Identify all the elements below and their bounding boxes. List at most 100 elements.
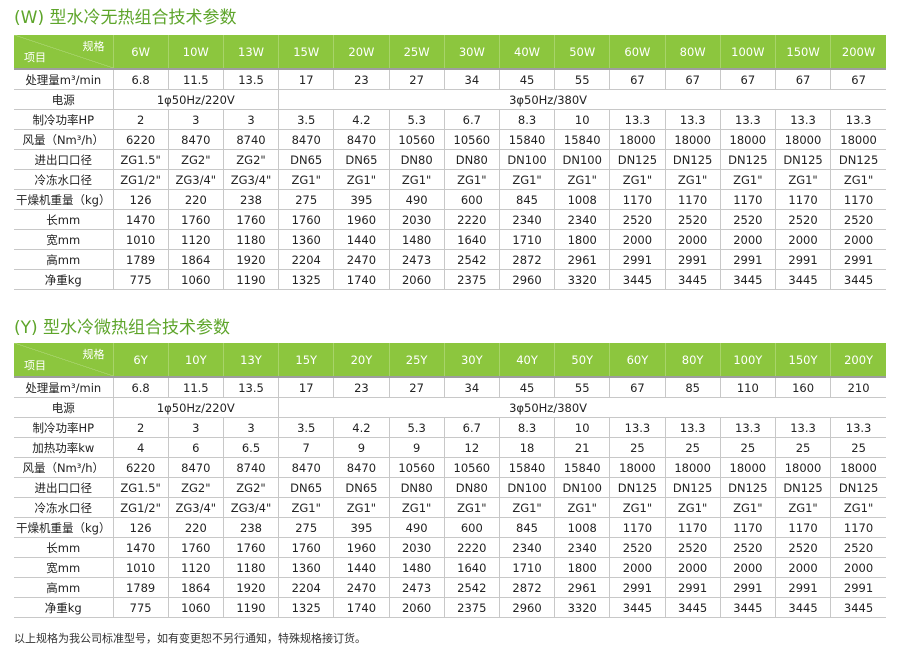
cell: 110: [719, 377, 776, 398]
row-label: 加热功率kw: [14, 437, 113, 458]
cell: 1170: [719, 189, 776, 210]
cell: 3445: [609, 597, 666, 618]
cell: 6.8: [112, 69, 169, 90]
cell: 2000: [664, 229, 721, 250]
cell: 2961: [554, 249, 610, 270]
cell: 8740: [222, 129, 279, 150]
cell: 1760: [167, 209, 224, 230]
cell: 2000: [774, 229, 831, 250]
table-row: 高mm 1789 1864 1920 2204 2470 2473 2542 2872 2961 2…: [14, 249, 886, 270]
cell: ZG2": [167, 477, 224, 498]
cell: 2340: [498, 537, 555, 558]
row-label: 处理量m³/min: [14, 377, 113, 398]
cell: DN65: [278, 477, 334, 498]
cell: 4.2: [333, 417, 390, 438]
cell: DN65: [333, 149, 390, 170]
cell: DN80: [388, 149, 445, 170]
cell: 10560: [443, 129, 500, 150]
cell: 3320: [554, 269, 610, 290]
cell: 6.5: [222, 437, 279, 458]
cell: 11.5: [167, 377, 224, 398]
cell: 34: [443, 69, 500, 90]
cell: 67: [830, 69, 886, 90]
model-header: 100Y: [719, 343, 776, 378]
cell: 18000: [664, 129, 721, 150]
cell: 18000: [664, 457, 721, 478]
cell: 490: [388, 517, 445, 538]
cell: ZG2": [167, 149, 224, 170]
cell: 2991: [609, 577, 666, 598]
cell: 490: [388, 189, 445, 210]
cell: 2000: [830, 557, 886, 578]
cell: 1864: [167, 249, 224, 270]
cell: 2340: [554, 537, 610, 558]
table-row: 长mm 1470 1760 1760 1760 1960 2030 2220 2340 2340 2…: [14, 209, 886, 230]
cell: 67: [609, 377, 666, 398]
cell: 3445: [774, 597, 831, 618]
model-header: 60Y: [609, 343, 666, 378]
cell: 1120: [167, 557, 224, 578]
cell: 3: [222, 417, 279, 438]
table-row: 宽mm 1010 1120 1180 1360 1440 1480 1640 1710 1800 2…: [14, 229, 886, 250]
cell: 2000: [719, 229, 776, 250]
power-three-phase: 3φ50Hz/380V: [278, 89, 886, 110]
cell: 2520: [774, 209, 831, 230]
cell: 220: [167, 517, 224, 538]
cell: 2000: [664, 557, 721, 578]
cell: 13.5: [222, 377, 279, 398]
table-row: 制冷功率HP 2 3 3 3.5 4.2 5.3 6.7 8.3 10 13.3 13.3 13.3 13…: [14, 417, 886, 438]
row-label: 制冷功率HP: [14, 109, 113, 130]
cell: DN80: [443, 149, 500, 170]
cell: 1120: [167, 229, 224, 250]
table-row: 宽mm 1010 1120 1180 1360 1440 1480 1640 1710 1800 2…: [14, 557, 886, 578]
cell: 67: [719, 69, 776, 90]
corner-item-label: 项目: [24, 359, 46, 372]
cell: 2542: [443, 249, 500, 270]
cell: 7: [278, 437, 334, 458]
table-w-title: (W) 型水冷无热组合技术参数: [14, 8, 237, 28]
cell: 2204: [278, 577, 334, 598]
table-y-title: (Y) 型水冷微热组合技术参数: [14, 318, 231, 338]
cell: 1010: [112, 229, 169, 250]
cell: ZG1": [333, 169, 390, 190]
row-label: 净重kg: [14, 597, 113, 618]
cell: 6220: [112, 457, 169, 478]
cell: 2991: [719, 249, 776, 270]
table-row: 净重kg 775 1060 1190 1325 1740 2060 2375 2960 3320 3…: [14, 597, 886, 618]
cell: 27: [388, 69, 445, 90]
cell: 3445: [830, 597, 886, 618]
row-label: 长mm: [14, 537, 113, 558]
cell: ZG1": [443, 169, 500, 190]
cell: 1170: [664, 517, 721, 538]
cell: 1170: [609, 189, 666, 210]
cell: 1789: [112, 249, 169, 270]
model-header: 150W: [774, 35, 831, 70]
cell: 3.5: [278, 109, 334, 130]
cell: 21: [554, 437, 610, 458]
cell: 18000: [719, 129, 776, 150]
cell: 2220: [443, 209, 500, 230]
table-row: 加热功率kw 4 6 6.5 7 9 9 12 18 21 25 25 25 25 25: [14, 437, 886, 458]
cell: 3: [222, 109, 279, 130]
row-label: 净重kg: [14, 269, 113, 290]
cell: 2470: [333, 249, 390, 270]
cell: 3445: [609, 269, 666, 290]
cell: 8.3: [498, 109, 555, 130]
cell: 1920: [222, 577, 279, 598]
cell: 2542: [443, 577, 500, 598]
cell: 1170: [609, 517, 666, 538]
cell: 6.7: [443, 417, 500, 438]
cell: ZG1": [554, 169, 610, 190]
cell: 8470: [167, 129, 224, 150]
cell: 845: [498, 517, 555, 538]
cell: 1170: [719, 517, 776, 538]
row-label: 宽mm: [14, 229, 113, 250]
row-label: 高mm: [14, 249, 113, 270]
cell: 2872: [498, 577, 555, 598]
cell: 2520: [609, 537, 666, 558]
cell: ZG3/4": [167, 497, 224, 518]
cell: ZG1.5": [112, 149, 169, 170]
cell: 8470: [167, 457, 224, 478]
cell: 1960: [333, 209, 390, 230]
cell: 13.5: [222, 69, 279, 90]
